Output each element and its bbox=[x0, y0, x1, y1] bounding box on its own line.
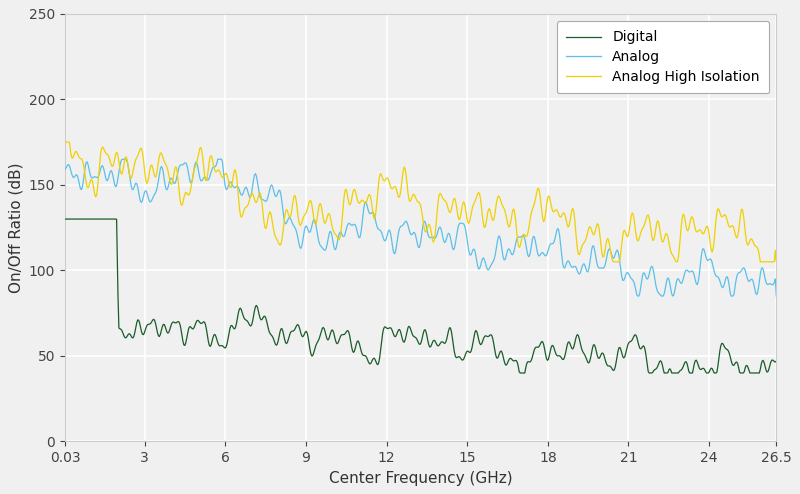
X-axis label: Center Frequency (GHz): Center Frequency (GHz) bbox=[329, 471, 513, 486]
Digital bbox=[277, 326, 286, 331]
Digital bbox=[771, 358, 781, 364]
Digital bbox=[181, 340, 190, 346]
Analog bbox=[60, 166, 70, 172]
Analog bbox=[633, 293, 642, 299]
Analog High Isolation bbox=[277, 238, 286, 244]
Analog High Isolation bbox=[501, 212, 510, 218]
Analog bbox=[502, 250, 512, 256]
Line: Analog High Isolation: Analog High Isolation bbox=[65, 142, 776, 262]
Digital bbox=[425, 344, 434, 350]
Analog High Isolation bbox=[243, 202, 253, 208]
Analog bbox=[118, 156, 127, 162]
Analog High Isolation bbox=[771, 259, 781, 265]
Digital bbox=[243, 319, 253, 325]
Analog bbox=[244, 193, 254, 199]
Line: Analog: Analog bbox=[65, 159, 776, 296]
Digital bbox=[515, 370, 525, 376]
Analog bbox=[182, 162, 191, 167]
Analog bbox=[278, 206, 287, 212]
Analog bbox=[771, 293, 781, 299]
Analog High Isolation bbox=[425, 222, 434, 228]
Analog High Isolation bbox=[339, 195, 349, 201]
Analog bbox=[426, 235, 435, 241]
Y-axis label: On/Off Ratio (dB): On/Off Ratio (dB) bbox=[8, 163, 23, 293]
Digital bbox=[339, 331, 349, 337]
Legend: Digital, Analog, Analog High Isolation: Digital, Analog, Analog High Isolation bbox=[557, 21, 770, 93]
Analog High Isolation bbox=[181, 190, 190, 196]
Analog High Isolation bbox=[60, 139, 70, 145]
Analog bbox=[340, 232, 350, 238]
Digital bbox=[60, 216, 70, 222]
Line: Digital: Digital bbox=[65, 219, 776, 373]
Analog High Isolation bbox=[609, 259, 618, 265]
Digital bbox=[501, 362, 510, 368]
